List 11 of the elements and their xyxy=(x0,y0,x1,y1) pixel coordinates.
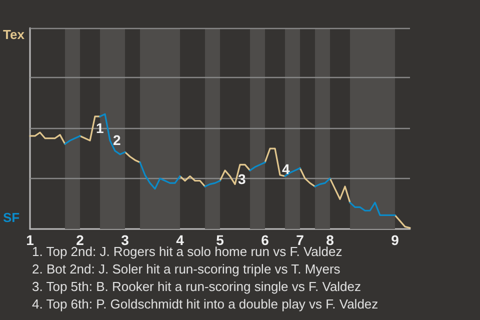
text: 4. Top 6th: P. Goldschmidt hit into a double play vs F. Valdez xyxy=(32,296,378,312)
text: Tex xyxy=(3,27,26,42)
text: 2. Bot 2nd: J. Soler hit a run-scoring triple vs T. Myers xyxy=(32,262,341,276)
annotation: 3 xyxy=(238,171,246,187)
x-tick-label: 1 xyxy=(26,232,34,248)
annotation: 2 xyxy=(113,132,121,148)
text: 3. Top 5th: B. Rooker hit a run-scoring single vs F. Valdez xyxy=(32,279,362,294)
x-tick-label: 9 xyxy=(391,232,400,248)
annotation: 4 xyxy=(282,161,290,177)
text: SF xyxy=(3,210,20,225)
annotation: 1 xyxy=(96,120,104,136)
